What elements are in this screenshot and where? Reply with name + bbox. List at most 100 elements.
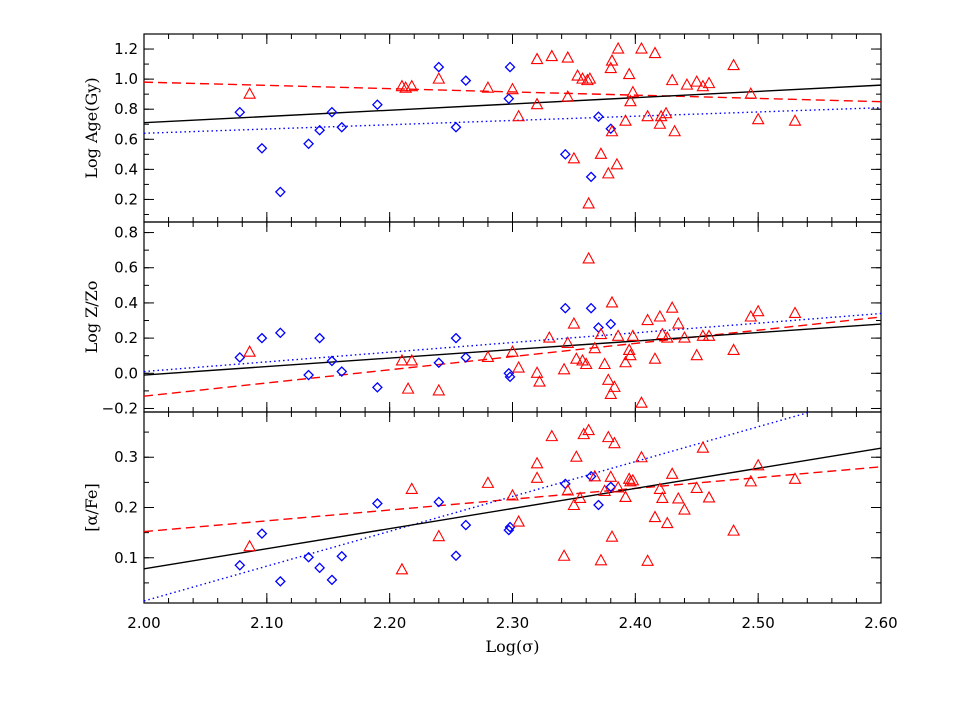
data-point-triangle — [623, 94, 637, 107]
data-point-triangle — [660, 330, 674, 343]
data-point-triangle — [530, 52, 544, 65]
y-tick-label: 1.0 — [114, 70, 138, 88]
data-point-triangle — [611, 480, 625, 493]
y-tick-label: 0.2 — [114, 190, 138, 208]
data-point-triangle — [588, 341, 602, 354]
data-point-triangle — [623, 474, 637, 487]
data-point-diamond — [326, 106, 338, 118]
data-point-diamond — [450, 332, 462, 344]
data-point-diamond — [234, 106, 246, 118]
data-point-triangle — [702, 490, 716, 503]
data-point-triangle — [727, 523, 741, 536]
data-point-diamond — [433, 357, 445, 369]
panel-3: 0.1 0.2 0.3 [α/Fe] — [82, 411, 882, 604]
data-point-diamond — [504, 371, 516, 383]
panel-2: −0.2 0.0 0.2 0.4 0.6 0.8 Log Z/Zo — [82, 221, 882, 417]
data-point-triangle — [533, 374, 546, 387]
panel-1: 0.2 0.4 0.6 0.8 1.0 1.2 Log Age(Gy) — [82, 33, 882, 223]
data-point-diamond — [326, 574, 338, 586]
data-point-diamond — [336, 121, 348, 133]
data-point-triangle — [579, 357, 593, 370]
data-point-triangle — [481, 476, 495, 488]
data-point-triangle — [580, 73, 594, 86]
data-point-diamond — [605, 318, 617, 330]
fit-line-black-solid — [144, 447, 881, 570]
data-point-triangle — [604, 61, 618, 74]
data-point-triangle — [605, 124, 619, 137]
data-point-triangle — [648, 46, 662, 59]
data-point-triangle — [243, 345, 257, 357]
data-point-triangle — [583, 71, 597, 84]
data-point-diamond — [314, 562, 326, 574]
panel-data — [144, 412, 881, 602]
data-point-triangle — [696, 441, 710, 453]
data-point-triangle — [567, 151, 581, 164]
y-tick-label: 0.4 — [114, 294, 138, 312]
data-point-triangle — [395, 353, 409, 366]
data-point-triangle — [530, 456, 544, 469]
data-point-triangle — [401, 381, 415, 394]
panel-frame — [143, 33, 882, 223]
data-point-triangle — [512, 360, 526, 373]
data-point-triangle — [588, 469, 602, 482]
data-point-triangle — [432, 71, 446, 84]
data-point-triangle — [655, 491, 669, 504]
data-point-triangle — [605, 530, 619, 542]
data-point-triangle — [598, 357, 612, 370]
data-point-triangle — [611, 41, 625, 54]
data-point-triangle — [665, 467, 679, 479]
data-point-triangle — [567, 498, 581, 511]
data-point-triangle — [432, 529, 446, 542]
data-point-triangle — [788, 306, 802, 319]
data-point-triangle — [619, 355, 632, 368]
data-point-triangle — [702, 329, 716, 341]
fit-line-black-solid — [144, 84, 881, 124]
data-point-triangle — [481, 81, 495, 93]
data-point-triangle — [654, 109, 668, 122]
data-point-triangle — [619, 114, 632, 126]
data-point-triangle — [542, 330, 556, 343]
data-point-diamond — [605, 481, 617, 493]
data-point-triangle — [690, 74, 704, 87]
panel-data — [144, 41, 881, 209]
data-point-diamond — [433, 61, 445, 73]
data-point-diamond — [450, 550, 462, 562]
y-tick-label: −0.2 — [102, 399, 138, 417]
fit-line-blue-dotted — [144, 312, 881, 373]
data-point-triangle — [573, 491, 587, 504]
data-point-triangle — [744, 87, 758, 99]
data-point-triangle — [623, 348, 637, 361]
data-point-triangle — [601, 430, 615, 443]
data-point-triangle — [582, 196, 596, 209]
y-tick-label: 0.3 — [114, 448, 138, 466]
data-point-triangle — [788, 472, 802, 484]
data-point-triangle — [594, 147, 608, 159]
data-point-triangle — [608, 380, 621, 392]
data-point-triangle — [567, 316, 581, 329]
data-point-triangle — [653, 117, 667, 129]
data-point-diamond — [303, 369, 315, 381]
data-point-diamond — [585, 171, 597, 183]
data-point-diamond — [326, 355, 338, 367]
data-point-triangle — [702, 76, 716, 89]
data-point-triangle — [561, 483, 575, 496]
data-point-triangle — [744, 474, 758, 487]
data-point-triangle — [671, 491, 685, 504]
data-point-diamond — [593, 111, 604, 123]
data-point-diamond — [460, 75, 472, 87]
data-point-triangle — [619, 490, 632, 502]
x-axis-label: Log(σ) — [486, 637, 540, 656]
y-tick-label: 0.0 — [114, 364, 138, 382]
fit-line-red-dashed — [144, 81, 881, 103]
data-point-diamond — [460, 519, 472, 531]
data-point-diamond — [593, 499, 604, 511]
panel-frame — [143, 221, 882, 413]
data-point-diamond — [503, 524, 515, 536]
data-point-diamond — [585, 302, 597, 314]
y-tick-label: 0.8 — [114, 100, 138, 118]
data-point-triangle — [243, 87, 257, 99]
data-point-triangle — [678, 502, 691, 515]
x-tick-label: 2.00 — [127, 614, 160, 632]
data-point-diamond — [605, 123, 617, 135]
data-point-triangle — [608, 436, 621, 449]
